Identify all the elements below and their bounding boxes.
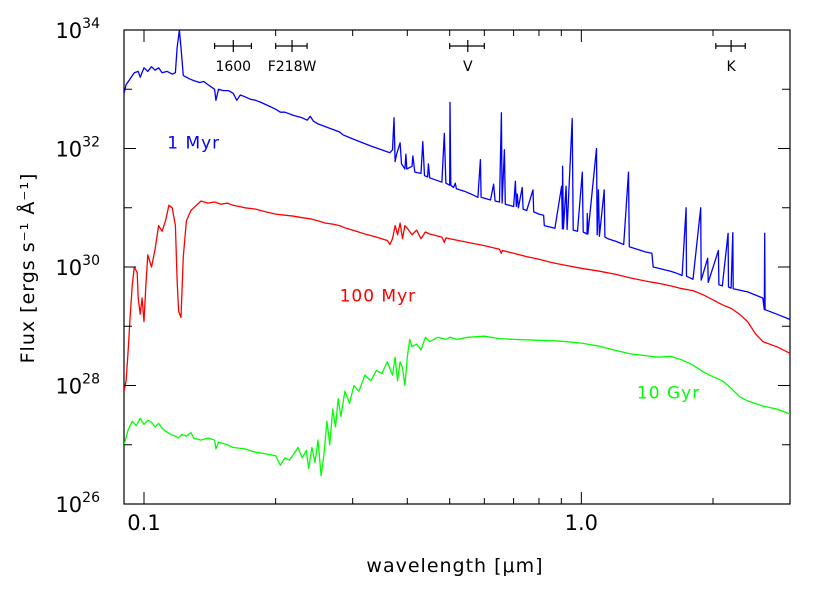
series-group [124,30,790,477]
series-line-0 [124,30,790,321]
series-label-1: 100 Myr [340,287,417,307]
y-tick-label: 1032 [55,135,100,162]
y-tick-label: 1034 [55,16,100,43]
series-line-2 [124,335,790,477]
y-tick-label: 1028 [55,372,100,399]
series-label-2: 10 Gyr [637,384,700,404]
filter-label: V [463,59,473,75]
filter-label: F218W [268,59,317,75]
series-labels: 1 Myr 100 Myr 10 Gyr [167,134,700,404]
filter-markers: 1600 F218W V K [213,40,746,75]
y-axis-title: Flux [ergs s⁻¹ Å⁻¹] [16,173,39,364]
y-tick-label: 1026 [55,490,100,517]
filter-label: K [726,59,736,75]
axes: 0.1 1.0 1026 1028 1030 1032 1034 [55,16,791,535]
series-line-1 [124,200,790,392]
plot-area [123,29,791,505]
filter-label: 1600 [215,59,251,75]
filter-marker-2: V [449,40,485,75]
x-tick-label: 1.0 [565,511,598,535]
plot-frame [123,29,791,505]
y-tick-label: 1030 [55,253,100,280]
x-axis-title: wavelength [μm] [366,555,543,577]
filter-marker-1: F218W [268,40,317,75]
filter-marker-0: 1600 [213,40,252,75]
filter-marker-3: K [715,40,746,75]
series-label-0: 1 Myr [167,134,220,154]
x-tick-label: 0.1 [127,511,160,535]
